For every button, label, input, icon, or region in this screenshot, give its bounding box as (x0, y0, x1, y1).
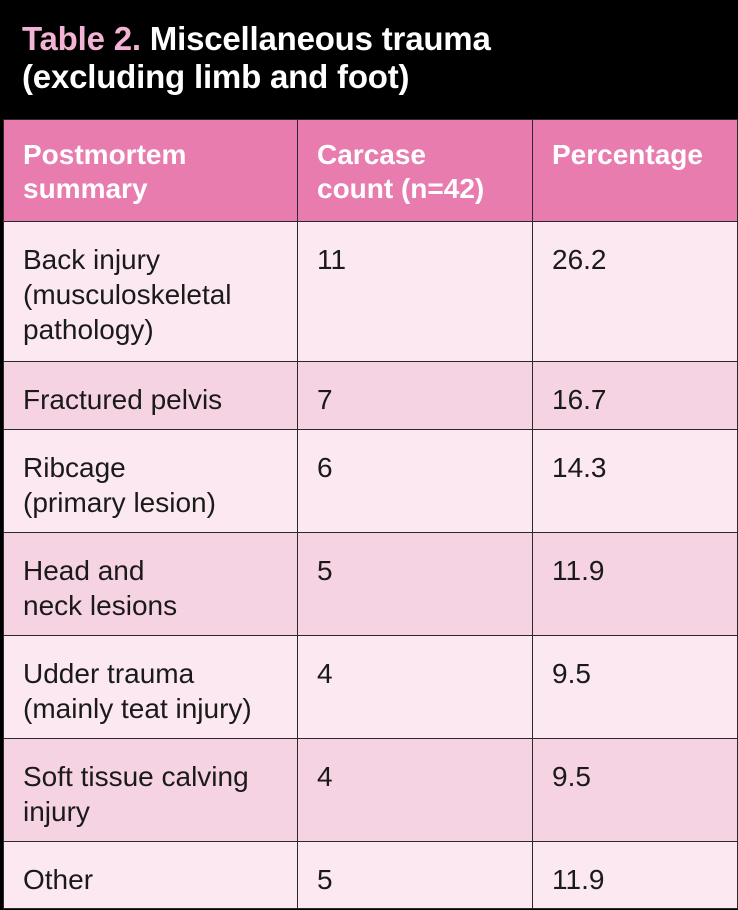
summary-cell: Soft tissue calving injury (3, 738, 298, 842)
percentage-cell: 14.3 (532, 429, 738, 533)
table-row: Head and neck lesions 5 11.9 (3, 532, 738, 636)
header-percentage: Percentage (532, 119, 738, 222)
percentage-cell: 9.5 (532, 738, 738, 842)
percentage-cell: 11.9 (532, 841, 738, 909)
table-row: Udder trauma (mainly teat injury) 4 9.5 (3, 635, 738, 739)
count-cell: 4 (297, 635, 533, 739)
table-caption: Miscellaneous trauma (excluding limb and… (22, 20, 491, 95)
count-cell: 7 (297, 361, 533, 430)
table-row: Ribcage (primary lesion) 6 14.3 (3, 429, 738, 533)
table-row: Back injury (musculoskeletal pathology) … (3, 221, 738, 362)
summary-cell: Back injury (musculoskeletal pathology) (3, 221, 298, 362)
count-cell: 6 (297, 429, 533, 533)
summary-cell: Head and neck lesions (3, 532, 298, 636)
count-cell: 5 (297, 532, 533, 636)
summary-cell: Fractured pelvis (3, 361, 298, 430)
count-cell: 5 (297, 841, 533, 909)
header-carcase-count: Carcase count (n=42) (297, 119, 533, 222)
table-title: Table 2. Miscellaneous trauma (excluding… (0, 0, 738, 118)
table-row: Fractured pelvis 7 16.7 (3, 361, 738, 430)
percentage-cell: 11.9 (532, 532, 738, 636)
table-row: Soft tissue calving injury 4 9.5 (3, 738, 738, 842)
count-cell: 4 (297, 738, 533, 842)
percentage-cell: 9.5 (532, 635, 738, 739)
summary-cell: Ribcage (primary lesion) (3, 429, 298, 533)
trauma-table: Postmortem summary Carcase count (n=42) … (3, 119, 738, 909)
summary-cell: Other (3, 841, 298, 909)
table-number: Table 2. (22, 20, 141, 57)
summary-cell: Udder trauma (mainly teat injury) (3, 635, 298, 739)
header-postmortem-summary: Postmortem summary (3, 119, 298, 222)
table-row: Other 5 11.9 (3, 841, 738, 909)
percentage-cell: 16.7 (532, 361, 738, 430)
percentage-cell: 26.2 (532, 221, 738, 362)
count-cell: 11 (297, 221, 533, 362)
header-row: Postmortem summary Carcase count (n=42) … (3, 119, 738, 222)
